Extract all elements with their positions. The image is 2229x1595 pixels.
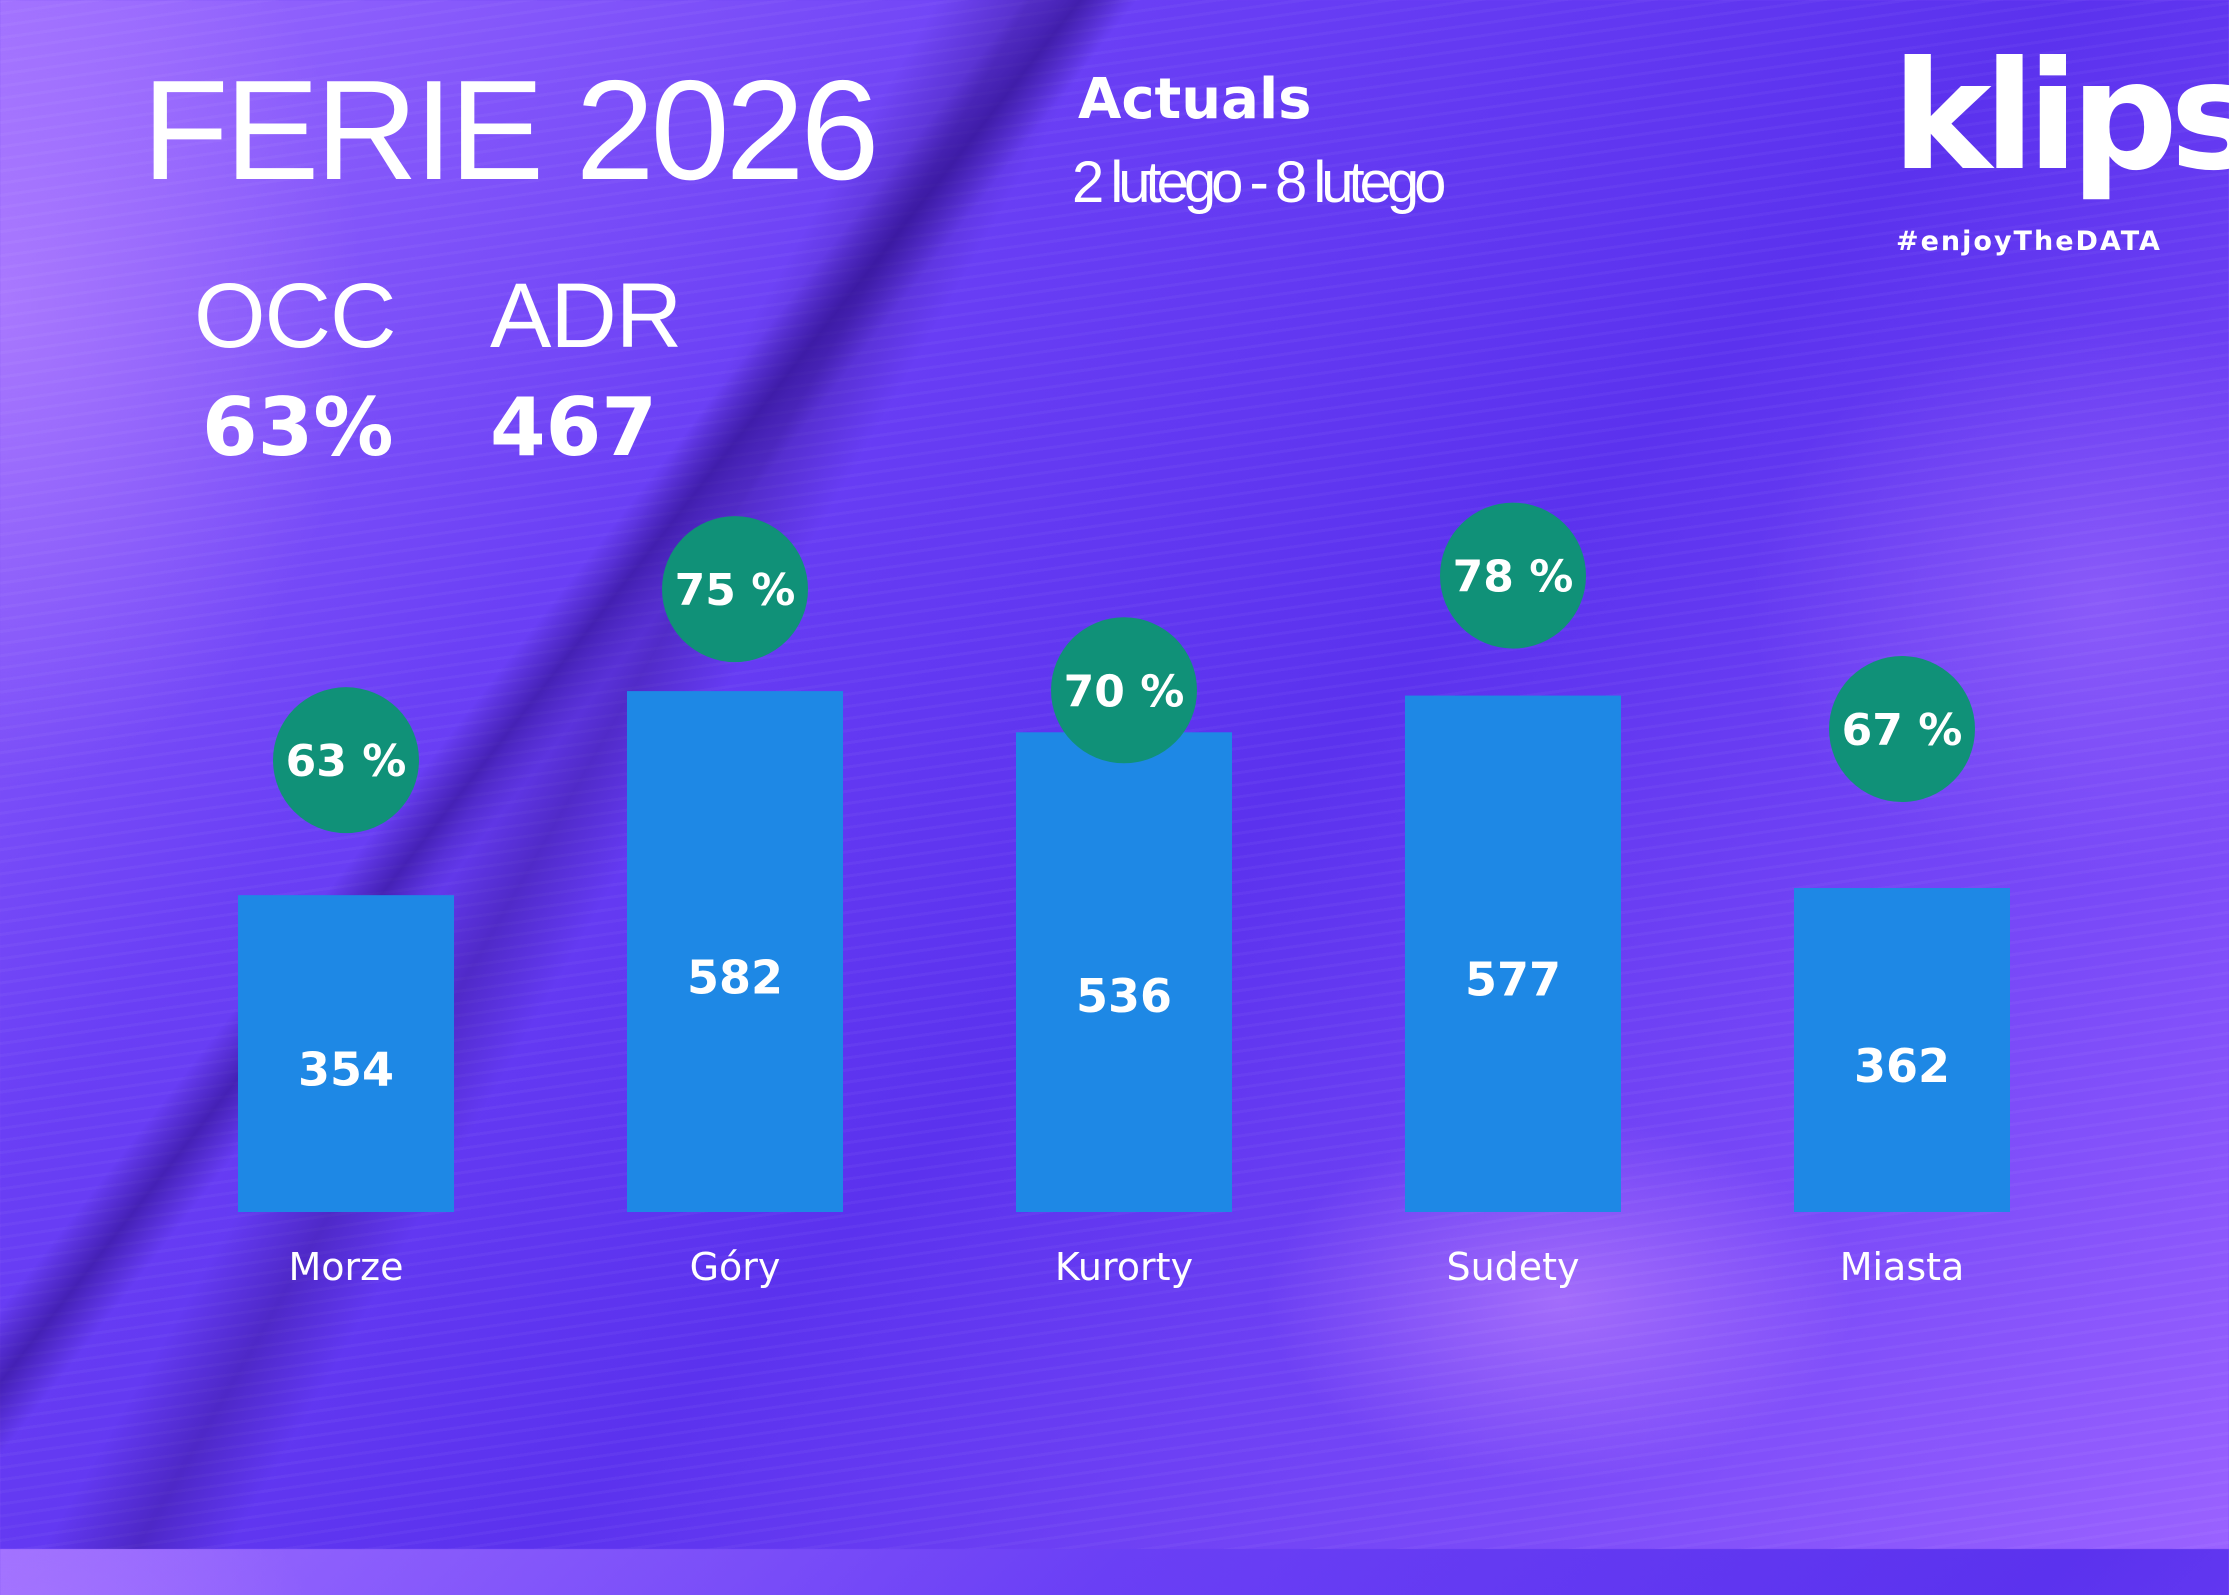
bar-value-label: 362 bbox=[1854, 1039, 1950, 1093]
category-label: Miasta bbox=[1840, 1245, 1965, 1289]
occupancy-badge-sudety bbox=[1440, 502, 1586, 649]
category-label: Sudety bbox=[1446, 1245, 1579, 1289]
adr-value: 467 bbox=[490, 381, 657, 474]
occ-label: OCC bbox=[194, 265, 396, 367]
occupancy-label: 70 % bbox=[1064, 666, 1185, 717]
adr-label: ADR bbox=[490, 265, 682, 367]
occupancy-badge-morze bbox=[273, 687, 419, 834]
occupancy-badge-miasta bbox=[1829, 656, 1975, 803]
bar-chart: 354 63 % Morze 582 75 % Góry 536 70 % Kurorty 577… bbox=[238, 502, 2010, 1289]
bar-sudety bbox=[1405, 695, 1621, 1212]
page-title: FERIE 2026 bbox=[142, 51, 880, 210]
occupancy-label: 67 % bbox=[1842, 705, 1963, 756]
occupancy-badge-kurorty bbox=[1051, 617, 1197, 764]
bar-morze bbox=[238, 895, 454, 1212]
occupancy-label: 78 % bbox=[1453, 552, 1574, 603]
brand-tagline: #enjoyTheDATA bbox=[1896, 226, 2162, 257]
subtitle: Actuals bbox=[1078, 67, 1312, 132]
bar-value-label: 582 bbox=[687, 951, 783, 1005]
occ-value: 63% bbox=[202, 381, 394, 474]
bar-kurorty bbox=[1016, 732, 1232, 1212]
occupancy-badge-góry bbox=[662, 516, 808, 663]
category-label: Kurorty bbox=[1055, 1245, 1193, 1289]
bar-value-label: 577 bbox=[1465, 953, 1561, 1007]
bar-miasta bbox=[1794, 888, 2010, 1212]
occupancy-label: 75 % bbox=[675, 565, 796, 616]
occupancy-label: 63 % bbox=[286, 736, 407, 787]
brand-logo: klips bbox=[1892, 30, 2229, 204]
bar-value-label: 536 bbox=[1076, 969, 1172, 1023]
bar-góry bbox=[627, 691, 843, 1212]
category-label: Góry bbox=[690, 1245, 781, 1289]
category-label: Morze bbox=[289, 1245, 404, 1289]
date-range: 2 lutego - 8 lutego bbox=[1072, 150, 1446, 215]
bar-value-label: 354 bbox=[298, 1042, 394, 1096]
